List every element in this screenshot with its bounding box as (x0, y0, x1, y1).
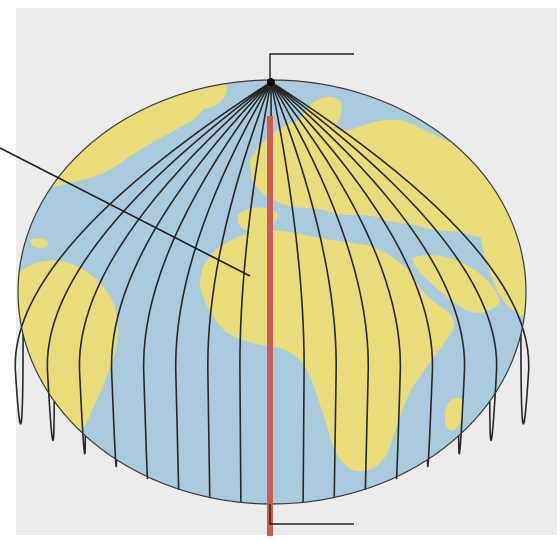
meridian-line (174, 81, 272, 490)
meridian-line (46, 81, 272, 441)
meridian-line (14, 81, 272, 425)
madagascar-landmass (444, 397, 465, 431)
meridian-line (270, 81, 402, 480)
top-bracket (269, 53, 354, 82)
meridian-line (270, 81, 305, 503)
bottom-bracket (269, 504, 354, 525)
meridian-lines (14, 81, 530, 504)
meridian-line (270, 81, 498, 441)
leader-line (0, 147, 251, 277)
meridian-line (142, 81, 272, 480)
north-pole-dot (267, 78, 275, 86)
meridian-line (207, 81, 272, 498)
meridian-line (270, 81, 337, 498)
meridian-line (239, 81, 272, 503)
africa-landmass (200, 230, 455, 472)
meridian-line (110, 81, 272, 468)
caribbean-islands (30, 238, 49, 248)
meridian-line (270, 81, 370, 490)
meridian-line (270, 81, 434, 468)
asia-east-landmass (480, 229, 526, 320)
meridian-line (270, 81, 466, 455)
arabia-landmass (412, 255, 500, 313)
meridian-line (78, 81, 272, 455)
meridian-line (270, 81, 530, 425)
